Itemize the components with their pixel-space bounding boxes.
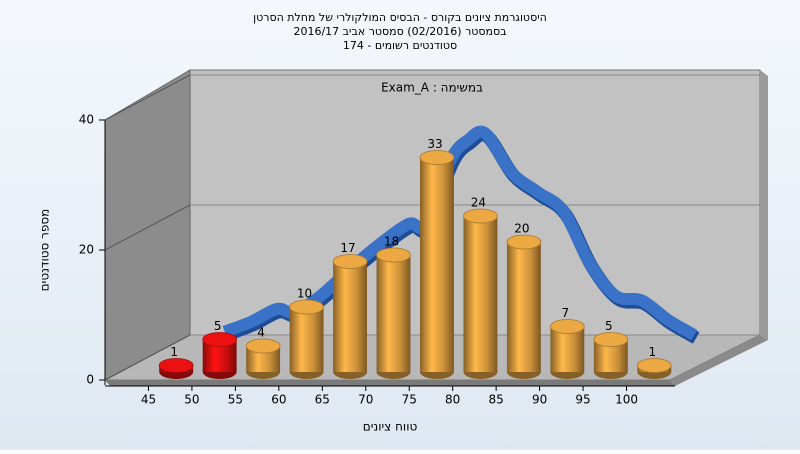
value-label: 5: [605, 319, 613, 333]
bar-top: [202, 332, 238, 347]
floor-edge: [105, 380, 675, 386]
x-axis-label: טווח ציונים: [363, 420, 418, 434]
bar-top: [289, 299, 324, 315]
x-tick-label: 65: [315, 393, 330, 407]
bar-top: [419, 150, 455, 165]
left-wall: [104, 69, 191, 381]
value-label: 20: [514, 222, 529, 236]
grid-line: [104, 74, 191, 121]
x-tick-label: 80: [445, 393, 460, 407]
chart-subtitle: בסמסטר (02/2016) סמסטר אביב 2016/17: [293, 25, 506, 38]
y-axis-label: מספר סטודנטים: [38, 209, 52, 292]
bar-top: [593, 332, 629, 347]
bar: [376, 255, 411, 372]
bar-top: [158, 358, 194, 373]
grid-line: [104, 334, 191, 381]
bar: [550, 326, 585, 372]
y-tick-label: 0: [86, 373, 94, 387]
bar: [463, 216, 498, 372]
bar-top: [463, 208, 498, 224]
legend-label: Exam_A : במשימה: [381, 81, 483, 95]
bar-top: [549, 319, 585, 334]
value-label: 10: [297, 287, 312, 301]
y-tick-label: 20: [79, 243, 94, 257]
x-tick-label: 55: [228, 393, 243, 407]
bar: [289, 307, 324, 372]
value-label: 18: [384, 235, 399, 249]
bar: [506, 242, 541, 372]
x-tick-label: 90: [532, 393, 547, 407]
x-tick-label: 100: [615, 393, 638, 407]
x-tick-label: 50: [184, 393, 199, 407]
x-tick-label: 85: [489, 393, 504, 407]
bar-top: [245, 338, 281, 354]
bar-top: [332, 254, 368, 269]
bar-top: [636, 358, 672, 373]
back-wall-edge: [760, 70, 768, 340]
x-tick-label: 45: [141, 393, 156, 407]
value-label: 5: [214, 319, 222, 333]
value-label: 1: [648, 345, 656, 359]
value-label: 7: [562, 306, 570, 320]
value-label: 1: [170, 345, 178, 359]
bar-top: [506, 234, 542, 250]
bar: [420, 157, 454, 372]
x-tick-label: 70: [358, 393, 373, 407]
bar: [333, 261, 367, 372]
value-label: 24: [471, 196, 486, 210]
value-label: 4: [257, 326, 265, 340]
value-label: 33: [427, 137, 442, 151]
value-label: 17: [340, 241, 355, 255]
floor-edge: [670, 335, 768, 386]
x-tick-label: 95: [575, 393, 590, 407]
bar-top: [376, 247, 411, 263]
grid-line: [104, 204, 191, 251]
y-tick-label: 40: [79, 113, 94, 127]
x-tick-label: 75: [402, 393, 417, 407]
chart-subtitle: סטודנטים רשומים - 174: [343, 39, 457, 52]
x-tick-label: 60: [271, 393, 286, 407]
chart-title: היסטוגרמת ציונים בקורס - הבסיס המולקולרי…: [253, 11, 547, 24]
